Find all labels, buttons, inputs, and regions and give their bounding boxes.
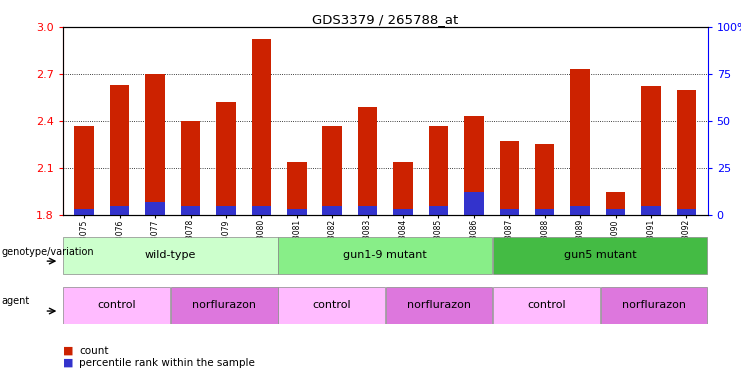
Text: percentile rank within the sample: percentile rank within the sample [79,358,255,368]
Bar [499,209,519,215]
Text: control: control [312,300,351,310]
Bar [145,202,165,215]
Title: GDS3379 / 265788_at: GDS3379 / 265788_at [312,13,459,26]
Text: genotype/variation: genotype/variation [1,247,94,257]
Text: ■: ■ [63,346,73,356]
Bar [677,89,696,215]
Bar [278,237,493,274]
Bar [571,69,590,215]
Bar [216,102,236,215]
Text: control: control [527,300,566,310]
Bar [145,74,165,215]
Bar [464,116,484,215]
Bar [535,144,554,215]
Bar [571,206,590,215]
Bar [429,206,448,215]
Text: gun1-9 mutant: gun1-9 mutant [343,250,428,260]
Bar [600,287,708,324]
Bar [252,206,271,215]
Bar [606,192,625,215]
Text: norflurazon: norflurazon [407,300,471,310]
Bar [170,287,278,324]
Text: norflurazon: norflurazon [192,300,256,310]
Bar [63,237,278,274]
Bar [322,126,342,215]
Bar [181,206,200,215]
Bar [493,287,600,324]
Text: norflurazon: norflurazon [622,300,686,310]
Bar [278,287,385,324]
Bar [429,126,448,215]
Bar [606,209,625,215]
Bar [464,192,484,215]
Bar [677,209,696,215]
Bar [181,121,200,215]
Bar [216,206,236,215]
Text: wild-type: wild-type [144,250,196,260]
Bar [393,162,413,215]
Bar [535,209,554,215]
Bar [358,107,377,215]
Bar [287,209,307,215]
Bar [358,206,377,215]
Bar [110,206,130,215]
Bar [287,162,307,215]
Bar [641,206,661,215]
Text: ■: ■ [63,358,73,368]
Bar [499,141,519,215]
Bar [385,287,493,324]
Bar [493,237,708,274]
Text: gun5 mutant: gun5 mutant [564,250,637,260]
Bar [63,287,170,324]
Bar [110,85,130,215]
Bar [322,206,342,215]
Text: count: count [79,346,109,356]
Bar [75,209,94,215]
Text: agent: agent [1,296,30,306]
Bar [393,209,413,215]
Bar [75,126,94,215]
Text: control: control [97,300,136,310]
Bar [252,40,271,215]
Bar [641,86,661,215]
